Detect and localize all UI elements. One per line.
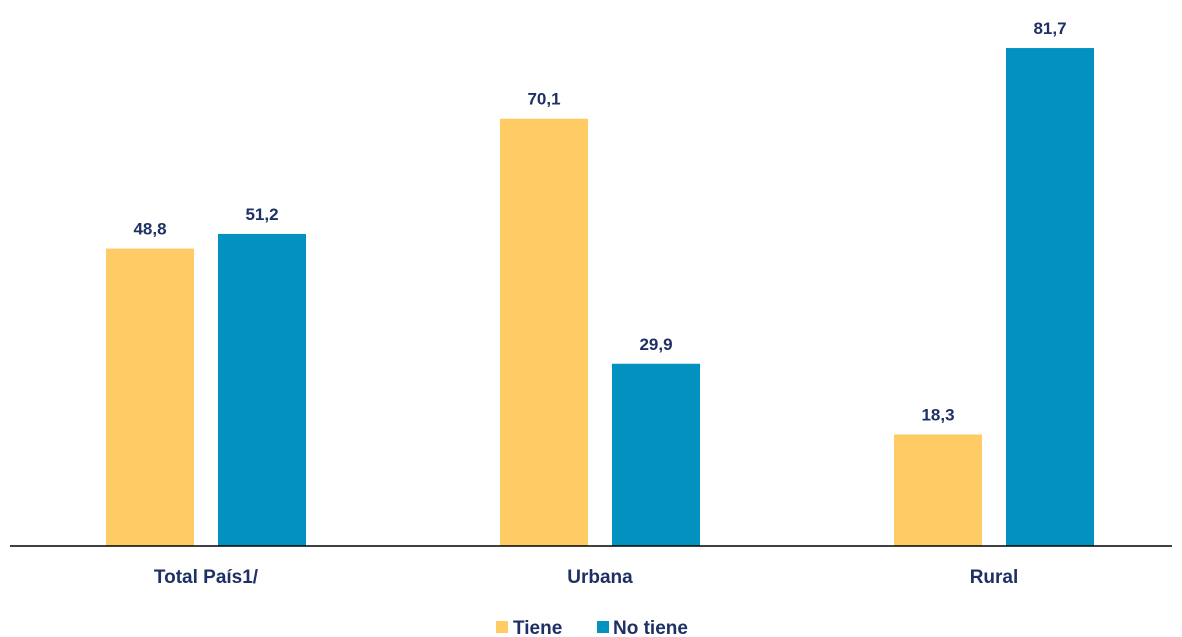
legend-swatch-tiene [496,621,508,633]
category-labels-group: Total País1/Urbana Rural [154,567,1018,588]
category-label-urbana: Urbana [567,567,633,588]
data-label-tiene-urbana: 70,1 [527,90,560,109]
legend-swatch-no-tiene [597,621,609,633]
bar-no-tiene-total-pais1 [218,233,306,546]
data-label-no-tiene-total-pais1: 51,2 [245,205,278,224]
bar-tiene-rural [894,434,982,546]
data-label-no-tiene-rural: 81,7 [1033,19,1066,38]
legend: Tiene No tiene [496,618,688,637]
data-label-tiene-total-pais1: 48,8 [133,220,166,239]
data-label-tiene-rural: 18,3 [921,405,954,424]
bar-tiene-total-pais1 [106,248,194,546]
bar-no-tiene-rural [1006,48,1094,546]
bars-group [106,48,1094,546]
category-label-rural: Rural [970,567,1019,588]
bar-no-tiene-urbana [612,363,700,546]
category-label-total-pais1: Total País1/ [154,567,259,588]
data-label-no-tiene-urbana: 29,9 [639,335,672,354]
value-labels-group: 48,8 51,2 70,1 29,9 18,3 81,7 [133,19,1066,424]
legend-label-tiene: Tiene [513,618,562,637]
bar-tiene-urbana [500,118,588,546]
legend-label-no-tiene: No tiene [613,618,688,637]
